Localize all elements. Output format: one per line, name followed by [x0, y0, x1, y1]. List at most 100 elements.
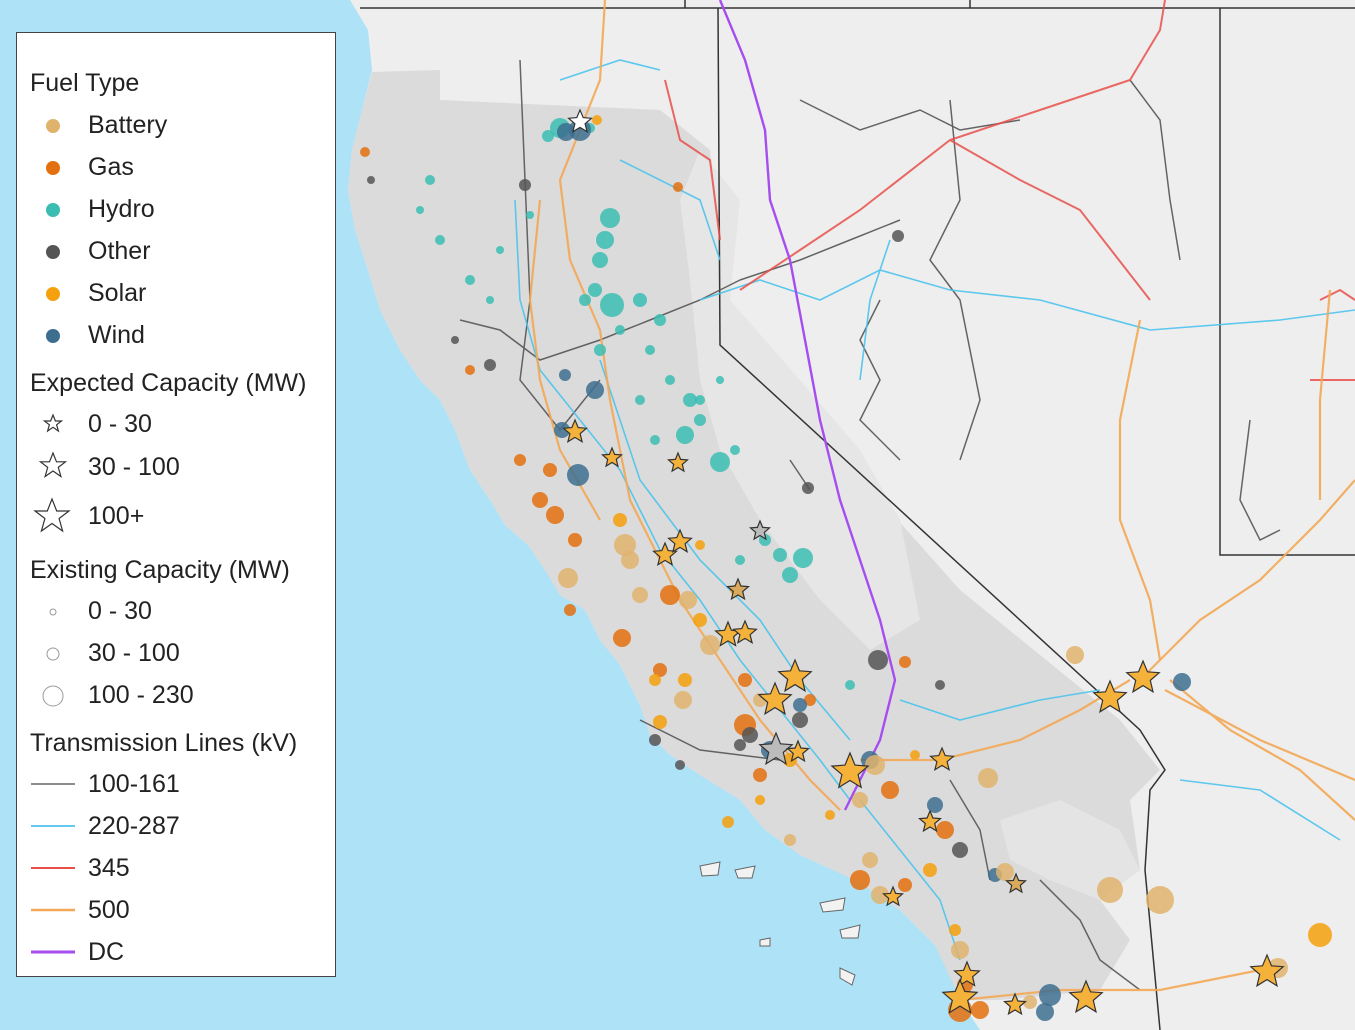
plant-marker	[710, 452, 730, 472]
planned-plant-star	[601, 446, 623, 468]
legend-label-existing-0-30: 0 - 30	[88, 597, 152, 625]
plant-marker	[564, 604, 576, 616]
planned-plant-star	[1068, 979, 1104, 1014]
plant-marker	[936, 821, 954, 839]
plant-marker	[952, 842, 968, 858]
plant-marker	[923, 863, 937, 877]
plant-marker	[784, 834, 796, 846]
plant-marker	[738, 673, 752, 687]
plant-marker	[722, 816, 734, 828]
wind-dot-icon	[46, 329, 60, 343]
plant-marker	[465, 365, 475, 375]
plant-marker	[694, 414, 706, 426]
plant-marker	[416, 206, 424, 214]
legend-label-existing-100-230: 100 - 230	[88, 681, 194, 709]
legend-label-expected-30-100: 30 - 100	[88, 453, 180, 481]
channel-island	[734, 865, 756, 879]
legend-label-line-345: 345	[88, 854, 130, 882]
line-dc-icon	[31, 950, 75, 954]
plant-marker	[793, 548, 813, 568]
plant-marker	[693, 613, 707, 627]
planned-plant-star	[777, 658, 813, 693]
plant-marker	[951, 941, 969, 959]
plant-marker	[586, 381, 604, 399]
planned-plant-star	[917, 809, 943, 833]
plant-marker	[649, 674, 661, 686]
plant-marker	[782, 567, 798, 583]
plant-marker	[592, 115, 602, 125]
legend-label-line-500: 500	[88, 896, 130, 924]
desert-region	[1000, 800, 1140, 900]
plant-marker	[486, 296, 494, 304]
plant-marker	[614, 534, 636, 556]
plant-marker	[871, 886, 889, 904]
legend-label-other: Other	[88, 237, 151, 265]
plant-marker	[613, 513, 627, 527]
star-medium-icon	[38, 451, 67, 478]
planned-plant-star	[667, 451, 689, 473]
plant-marker	[899, 656, 911, 668]
plant-marker	[600, 293, 624, 317]
line-100-161-icon	[31, 783, 75, 785]
plant-marker	[850, 870, 870, 890]
plant-marker	[1097, 877, 1123, 903]
channel-island	[819, 897, 846, 913]
plant-marker	[793, 698, 807, 712]
transmission-lines-dc	[718, 0, 897, 811]
planned-plant-star	[732, 619, 758, 644]
plant-marker	[700, 635, 720, 655]
plant-marker	[367, 176, 375, 184]
plant-marker	[881, 781, 899, 799]
plant-marker	[514, 454, 526, 466]
plant-marker	[660, 585, 680, 605]
legend-label-gas: Gas	[88, 153, 134, 181]
plant-marker	[635, 395, 645, 405]
plant-marker	[559, 369, 571, 381]
plant-marker	[734, 739, 746, 751]
planned-plant-star	[1125, 659, 1161, 694]
plant-marker	[465, 275, 475, 285]
plant-marker	[679, 591, 697, 609]
plant-marker	[649, 734, 661, 746]
plant-marker	[927, 797, 943, 813]
planned-plant-star	[749, 519, 771, 541]
legend-label-hydro: Hydro	[88, 195, 155, 223]
plant-marker	[568, 533, 582, 547]
legend-label-existing-30-100: 30 - 100	[88, 639, 180, 667]
plant-marker	[519, 179, 531, 191]
line-345-icon	[31, 867, 75, 869]
plant-marker	[653, 663, 667, 677]
planned-plant-star	[1002, 992, 1028, 1016]
channel-island	[839, 967, 856, 986]
plant-marker	[496, 246, 504, 254]
plant-marker	[742, 727, 758, 743]
plant-marker	[678, 673, 692, 687]
plant-marker	[971, 1001, 989, 1019]
planned-plant-star	[757, 681, 793, 716]
transmission-lines-500	[528, 0, 1355, 1002]
plant-marker	[825, 810, 835, 820]
plant-marker	[360, 147, 370, 157]
plant-marker	[675, 760, 685, 770]
plant-marker	[949, 924, 961, 936]
planned-plant-star	[1092, 679, 1128, 714]
plant-marker	[613, 629, 631, 647]
plant-marker	[730, 445, 740, 455]
legend-label-line-100-161: 100-161	[88, 770, 180, 798]
legend-label-solar: Solar	[88, 279, 147, 307]
plant-marker	[753, 768, 767, 782]
other-dot-icon	[46, 245, 60, 259]
plant-marker	[526, 211, 534, 219]
legend-heading-transmission-lines: Transmission Lines (kV)	[30, 729, 298, 757]
star-small-icon	[42, 413, 64, 433]
plant-marker	[558, 568, 578, 588]
legend-label-line-220-287: 220-287	[88, 812, 180, 840]
plant-marker	[674, 691, 692, 709]
plant-marker	[567, 464, 589, 486]
planned-plant-markers	[562, 108, 1285, 1016]
plant-marker	[1066, 646, 1084, 664]
planned-plant-star	[941, 978, 979, 1014]
circle-small-icon	[49, 608, 57, 616]
plant-marker	[654, 314, 666, 326]
